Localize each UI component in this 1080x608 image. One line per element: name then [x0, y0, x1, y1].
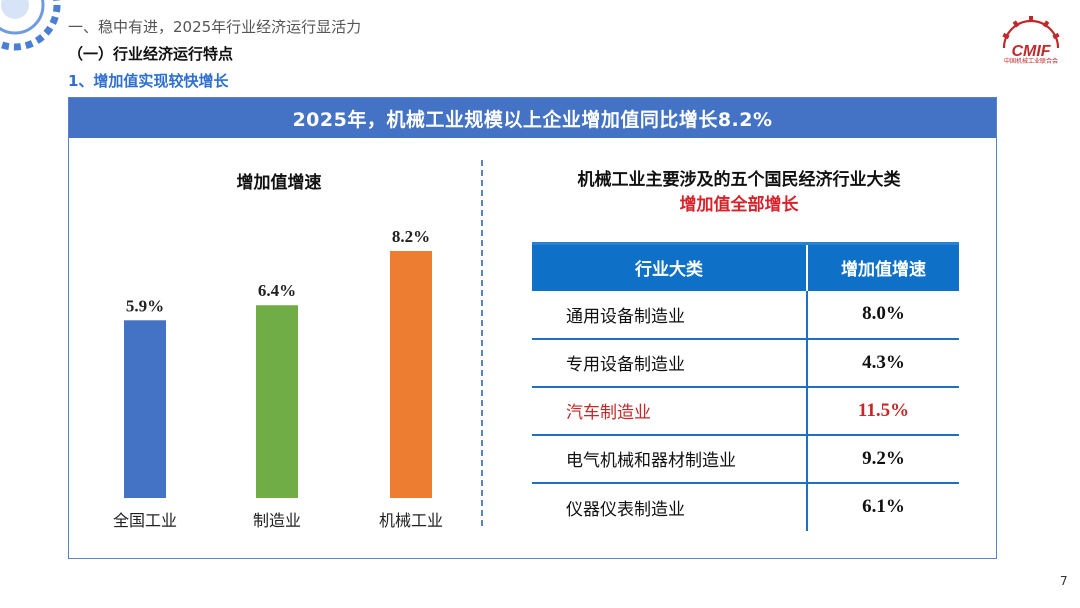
- table-title-text: 机械工业主要涉及的五个国民经济行业大类: [577, 170, 901, 190]
- industry-name: 专用设备制造业: [532, 338, 808, 388]
- dashed-divider: [481, 160, 483, 526]
- table-row-highlighted: 汽车制造业 11.5%: [532, 386, 959, 436]
- industry-name: 仪器仪表制造业: [532, 482, 808, 531]
- growth-value: 4.3%: [807, 338, 959, 388]
- cmif-logo: CMIF: [1002, 16, 1060, 60]
- topic-title: 1、增加值实现较快增长: [68, 72, 229, 90]
- bar-2: [256, 305, 298, 498]
- page-number: 7: [1060, 574, 1068, 588]
- growth-value: 9.2%: [807, 434, 959, 484]
- bar-1: [124, 320, 166, 498]
- chart-title: 增加值增速: [236, 173, 322, 193]
- table-row: 专用设备制造业 4.3%: [532, 338, 959, 388]
- category-label: 机械工业: [379, 511, 443, 530]
- table-row: 通用设备制造业 8.0%: [532, 290, 959, 340]
- industry-table: 行业大类 增加值增速 通用设备制造业 8.0% 专用设备制造业 4.3% 汽车制…: [532, 242, 959, 531]
- table-title: 机械工业主要涉及的五个国民经济行业大类 增加值全部增长: [509, 168, 969, 218]
- table-row: 仪器仪表制造业 6.1%: [532, 482, 959, 531]
- subsection-title: （一）行业经济运行特点: [68, 45, 234, 63]
- bar-3: [390, 251, 432, 498]
- table-header-row: 行业大类 增加值增速: [532, 242, 959, 291]
- bar-value-label: 5.9%: [126, 296, 164, 315]
- gear-decoration-icon: [0, 0, 61, 51]
- bar-value-label: 6.4%: [258, 281, 296, 300]
- column-header-industry: 行业大类: [532, 242, 808, 291]
- category-label: 制造业: [253, 511, 301, 530]
- bar-chart: 5.9% 全国工业 6.4% 制造业 8.2% 机械工业: [113, 227, 443, 530]
- column-header-growth: 增加值增速: [807, 242, 959, 291]
- industry-name: 通用设备制造业: [532, 290, 808, 340]
- growth-value: 6.1%: [862, 496, 905, 517]
- table-row: 电气机械和器材制造业 9.2%: [532, 434, 959, 484]
- category-label: 全国工业: [113, 511, 177, 530]
- bar-value-label: 8.2%: [392, 227, 430, 246]
- industry-name: 汽车制造业: [532, 386, 808, 436]
- logo-tagline: 中国机械工业联合会: [1003, 58, 1058, 65]
- table-subtitle: 增加值全部增长: [679, 195, 799, 215]
- section-breadcrumb: 一、稳中有进，2025年行业经济运行显活力: [68, 18, 362, 36]
- logo-text: CMIF: [1011, 43, 1051, 60]
- content-panel: 2025年，机械工业规模以上企业增加值同比增长8.2% 增加值增速 5.9% 全国…: [68, 97, 997, 559]
- growth-value: 8.0%: [807, 290, 959, 340]
- headline-banner: 2025年，机械工业规模以上企业增加值同比增长8.2%: [69, 98, 996, 138]
- industry-name: 电气机械和器材制造业: [532, 434, 808, 484]
- growth-value: 11.5%: [807, 386, 959, 436]
